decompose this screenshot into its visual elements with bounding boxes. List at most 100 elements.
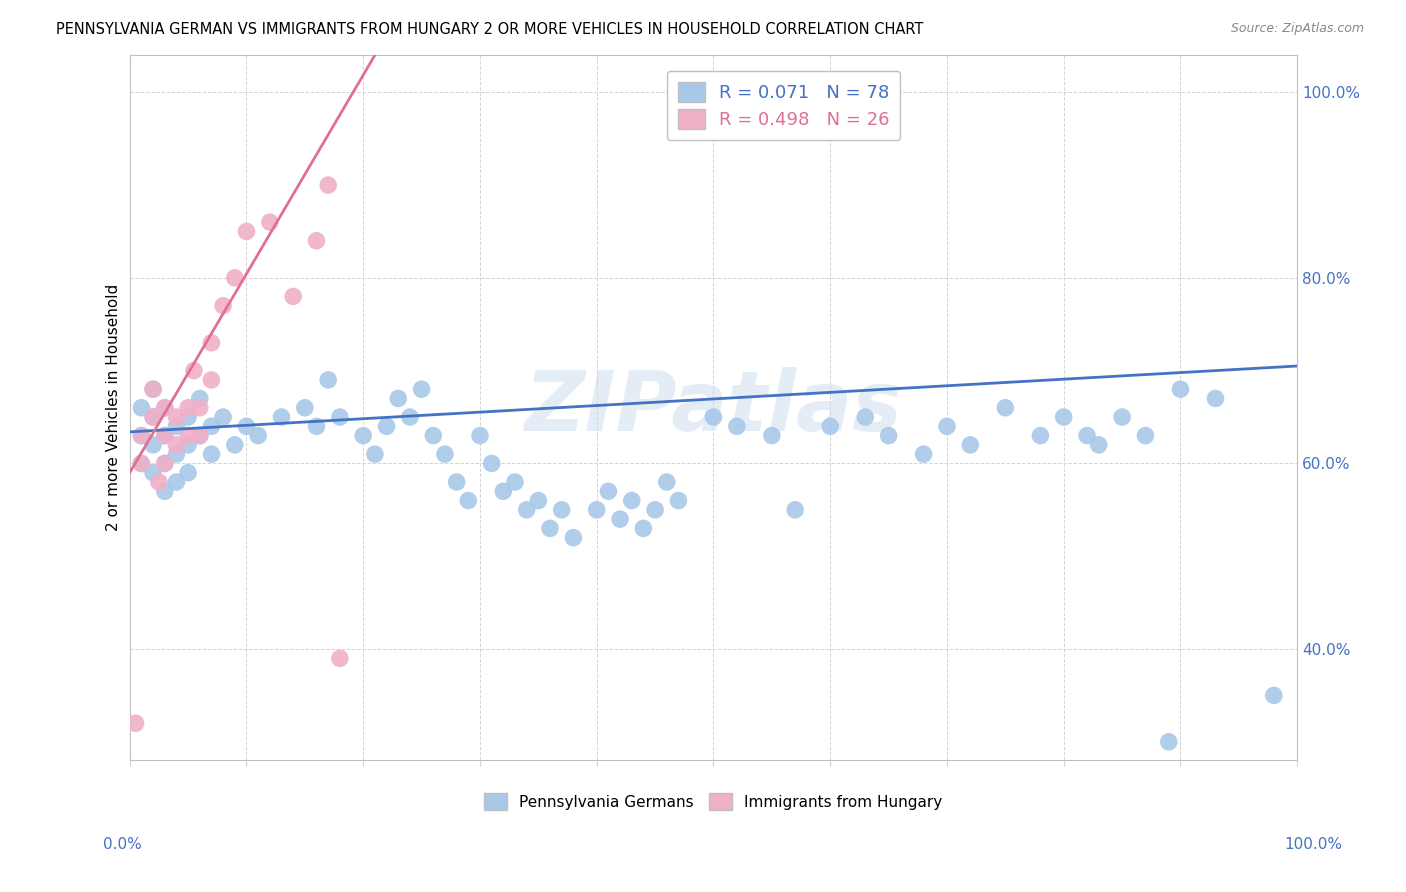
Point bbox=[177, 401, 200, 415]
Point bbox=[481, 457, 503, 471]
Point bbox=[131, 401, 153, 415]
Point bbox=[183, 364, 205, 378]
Point bbox=[153, 428, 176, 442]
Point bbox=[422, 428, 444, 442]
Point bbox=[165, 438, 187, 452]
Point bbox=[562, 531, 585, 545]
Point bbox=[550, 503, 572, 517]
Point bbox=[959, 438, 981, 452]
Point bbox=[1087, 438, 1109, 452]
Point bbox=[142, 410, 165, 425]
Point bbox=[235, 224, 257, 238]
Point bbox=[329, 651, 352, 665]
Point bbox=[387, 392, 409, 406]
Text: Source: ZipAtlas.com: Source: ZipAtlas.com bbox=[1230, 22, 1364, 36]
Point bbox=[329, 410, 352, 425]
Point bbox=[235, 419, 257, 434]
Point bbox=[212, 299, 235, 313]
Point bbox=[188, 428, 211, 442]
Text: 0.0%: 0.0% bbox=[103, 838, 142, 852]
Point bbox=[468, 428, 491, 442]
Point bbox=[364, 447, 387, 461]
Point bbox=[153, 457, 176, 471]
Point bbox=[142, 382, 165, 396]
Point bbox=[165, 475, 187, 489]
Text: 100.0%: 100.0% bbox=[1285, 838, 1343, 852]
Point bbox=[188, 401, 211, 415]
Point bbox=[165, 447, 187, 461]
Point bbox=[316, 178, 339, 192]
Point bbox=[153, 401, 176, 415]
Point bbox=[131, 457, 153, 471]
Point bbox=[177, 428, 200, 442]
Point bbox=[527, 493, 550, 508]
Point bbox=[305, 234, 328, 248]
Point bbox=[352, 428, 374, 442]
Point bbox=[516, 503, 538, 517]
Point bbox=[785, 503, 807, 517]
Point bbox=[177, 410, 200, 425]
Point bbox=[761, 428, 783, 442]
Point bbox=[142, 438, 165, 452]
Point bbox=[702, 410, 724, 425]
Point bbox=[375, 419, 398, 434]
Point bbox=[1135, 428, 1157, 442]
Point bbox=[224, 438, 246, 452]
Point bbox=[153, 428, 176, 442]
Point bbox=[633, 521, 655, 535]
Point bbox=[188, 392, 211, 406]
Point bbox=[446, 475, 468, 489]
Point bbox=[598, 484, 620, 499]
Point bbox=[1029, 428, 1052, 442]
Point bbox=[224, 270, 246, 285]
Point bbox=[538, 521, 561, 535]
Point bbox=[877, 428, 900, 442]
Point bbox=[585, 503, 607, 517]
Point bbox=[200, 373, 222, 387]
Point bbox=[936, 419, 959, 434]
Point bbox=[399, 410, 422, 425]
Point bbox=[1263, 689, 1285, 703]
Point bbox=[503, 475, 526, 489]
Point bbox=[644, 503, 666, 517]
Point bbox=[1204, 392, 1226, 406]
Point bbox=[177, 438, 200, 452]
Point bbox=[200, 447, 222, 461]
Point bbox=[259, 215, 281, 229]
Point bbox=[853, 410, 876, 425]
Point bbox=[316, 373, 339, 387]
Point bbox=[620, 493, 643, 508]
Point bbox=[212, 410, 235, 425]
Point bbox=[153, 457, 176, 471]
Point bbox=[200, 419, 222, 434]
Point bbox=[131, 428, 153, 442]
Point bbox=[270, 410, 292, 425]
Point bbox=[200, 335, 222, 350]
Point bbox=[1111, 410, 1133, 425]
Point bbox=[177, 466, 200, 480]
Point bbox=[142, 410, 165, 425]
Point bbox=[131, 428, 153, 442]
Point bbox=[994, 401, 1017, 415]
Y-axis label: 2 or more Vehicles in Household: 2 or more Vehicles in Household bbox=[107, 285, 121, 532]
Point bbox=[912, 447, 935, 461]
Point bbox=[165, 410, 187, 425]
Point bbox=[609, 512, 631, 526]
Point bbox=[305, 419, 328, 434]
Point bbox=[142, 466, 165, 480]
Point bbox=[294, 401, 316, 415]
Point bbox=[142, 382, 165, 396]
Text: PENNSYLVANIA GERMAN VS IMMIGRANTS FROM HUNGARY 2 OR MORE VEHICLES IN HOUSEHOLD C: PENNSYLVANIA GERMAN VS IMMIGRANTS FROM H… bbox=[56, 22, 924, 37]
Point bbox=[457, 493, 479, 508]
Point bbox=[153, 401, 176, 415]
Point bbox=[1076, 428, 1098, 442]
Point bbox=[188, 428, 211, 442]
Point bbox=[655, 475, 678, 489]
Point bbox=[492, 484, 515, 499]
Point bbox=[165, 419, 187, 434]
Text: ZIPatlas: ZIPatlas bbox=[524, 368, 903, 449]
Point bbox=[1157, 735, 1180, 749]
Point bbox=[818, 419, 841, 434]
Legend: Pennsylvania Germans, Immigrants from Hungary: Pennsylvania Germans, Immigrants from Hu… bbox=[478, 788, 949, 816]
Point bbox=[668, 493, 690, 508]
